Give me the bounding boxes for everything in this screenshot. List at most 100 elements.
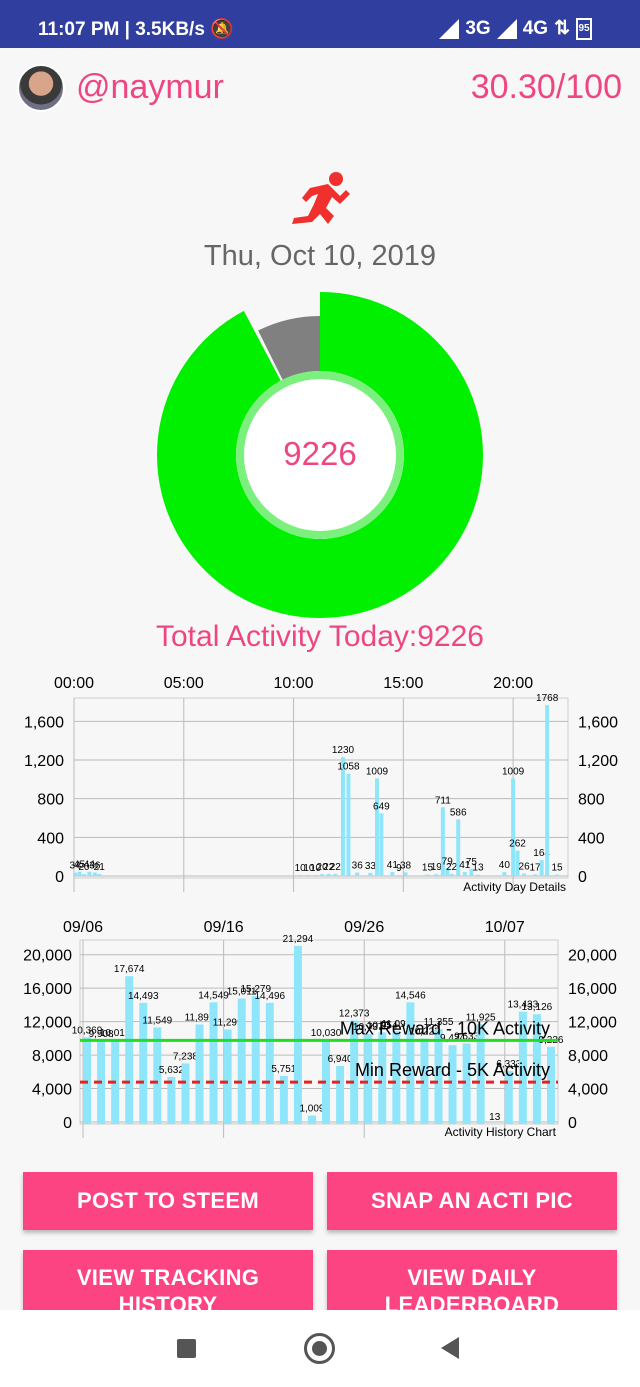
day-bar	[368, 872, 373, 876]
hist-bar	[546, 1046, 555, 1124]
day-bar-label: 10	[295, 863, 307, 874]
hist-bar-label: 13,433	[508, 1000, 539, 1011]
day-bar-label: 40	[499, 860, 511, 871]
network-3g: 3G	[465, 17, 491, 39]
hist-y-tick-right: 8,000	[568, 1048, 608, 1065]
hist-bar	[406, 1002, 415, 1124]
hist-bar-label: 5,751	[271, 1064, 296, 1075]
hist-bar-label: 10,030	[311, 1028, 342, 1039]
score: 30.30/100	[470, 68, 622, 106]
day-chart-svg: 00:00 05:00 10:00 15:00 20:00 0 0 400 400 800 800 1…	[24, 675, 618, 894]
hist-bar-label: 6,940	[328, 1054, 353, 1065]
day-x-tick: 10:00	[274, 675, 314, 692]
snap-pic-button[interactable]: SNAP AN ACTI PIC	[327, 1172, 617, 1230]
hist-x-tick: 09/26	[344, 919, 384, 936]
day-bar	[545, 705, 550, 876]
day-bar-label: 26	[519, 861, 531, 872]
day-bar-label: 79	[442, 856, 454, 867]
day-bar-label: 262	[509, 839, 526, 850]
runner-icon	[292, 172, 350, 224]
donut-value: 9226	[283, 435, 357, 472]
username: @naymur	[76, 68, 224, 106]
day-bar	[469, 868, 474, 876]
day-bar	[445, 868, 450, 876]
day-chart: 00:00 05:00 10:00 15:00 20:00 0 0 400 400 800 800 1…	[0, 670, 640, 900]
day-bar	[298, 875, 303, 876]
day-bar-label: 36	[89, 861, 101, 872]
day-bar	[403, 872, 408, 876]
day-bar	[306, 875, 311, 876]
hist-y-tick-right: 16,000	[568, 981, 617, 998]
day-bar-label: 1230	[332, 745, 355, 756]
day-bar	[475, 874, 480, 876]
day-bar	[434, 874, 439, 876]
day-bar	[511, 778, 516, 876]
signal-icon-2	[496, 18, 517, 39]
android-nav-bar	[0, 1310, 640, 1387]
total-activity-label: Total Activity Today:9226	[156, 620, 484, 653]
day-bar	[515, 850, 520, 876]
home-icon[interactable]	[304, 1333, 335, 1364]
hist-x-tick: 09/16	[204, 919, 244, 936]
date-label: Thu, Oct 10, 2019	[203, 240, 437, 272]
day-bar-label: 36	[352, 861, 364, 872]
status-speed: 3.5KB/s	[135, 19, 205, 40]
min-reward-label: Min Reward - 5K Activity	[355, 1060, 550, 1080]
day-bar	[522, 873, 527, 876]
day-bar-label: 38	[400, 860, 412, 871]
day-bar	[456, 819, 461, 876]
day-bar	[374, 778, 379, 876]
network-4g: 4G	[522, 17, 549, 39]
hist-bar	[293, 945, 302, 1124]
day-bar-label: 41	[459, 860, 471, 871]
hist-bar-label: 14,493	[128, 991, 159, 1002]
day-x-tick: 05:00	[164, 675, 204, 692]
day-bar-label: 45	[74, 860, 86, 871]
day-bar	[87, 871, 92, 876]
day-bar-label: 1768	[536, 693, 559, 704]
day-y-tick-left: 0	[55, 869, 64, 886]
hist-bar	[279, 1075, 288, 1124]
hist-bar	[265, 1002, 274, 1124]
day-bar	[81, 874, 86, 876]
leader-line1: VIEW DAILY	[407, 1265, 537, 1290]
hist-bar-label: 9,908	[89, 1029, 114, 1040]
day-bar-label: 17	[530, 862, 542, 873]
day-bar	[340, 757, 345, 876]
hist-bar	[125, 976, 134, 1124]
day-bar	[320, 874, 325, 876]
day-chart-title: Activity Day Details	[463, 880, 566, 894]
signal-icon	[439, 18, 460, 39]
hist-bar	[322, 1040, 331, 1124]
day-bar-label: 1009	[502, 766, 525, 777]
hist-bar-label: 11,925	[466, 1012, 496, 1023]
hist-y-tick-right: 12,000	[568, 1015, 617, 1032]
view-daily-leaderboard-button[interactable]: VIEW DAILY LEADERBOARD	[327, 1250, 617, 1320]
recents-icon[interactable]	[177, 1339, 196, 1358]
day-bar-label: 33	[365, 861, 377, 872]
activity-donut	[157, 292, 483, 618]
avatar[interactable]	[17, 64, 65, 112]
hist-bar	[139, 1002, 148, 1124]
day-x-tick: 20:00	[493, 675, 533, 692]
hist-bar-label: 12,373	[339, 1009, 370, 1020]
hist-bar	[364, 1034, 373, 1124]
hist-bar	[448, 1045, 457, 1124]
day-x-tick: 00:00	[54, 675, 94, 692]
status-left: 11:07 PM | 3.5KB/s 🔕	[38, 19, 234, 40]
hist-y-tick-right: 20,000	[568, 948, 617, 965]
day-bar-label: 13	[472, 863, 484, 874]
view-tracking-history-button[interactable]: VIEW TRACKING HISTORY	[23, 1250, 313, 1320]
day-bar	[326, 873, 331, 876]
day-bar	[313, 875, 318, 876]
day-bar	[77, 871, 82, 876]
back-icon[interactable]	[441, 1337, 459, 1359]
day-bar-label: 22	[323, 862, 335, 873]
day-y-tick-left: 1,200	[24, 753, 64, 770]
user-header: @naymur 30.30/100	[0, 48, 640, 138]
post-to-steem-button[interactable]: POST TO STEEM	[23, 1172, 313, 1230]
hist-y-tick-left: 12,000	[23, 1015, 72, 1032]
hist-bar-label: 11,355	[424, 1017, 454, 1028]
hist-bar-label: 15,011	[227, 986, 257, 997]
history-chart-svg: 09/06 09/16 09/26 10/07 0 0 4,000 4,000 8,000 8,0…	[23, 919, 617, 1139]
